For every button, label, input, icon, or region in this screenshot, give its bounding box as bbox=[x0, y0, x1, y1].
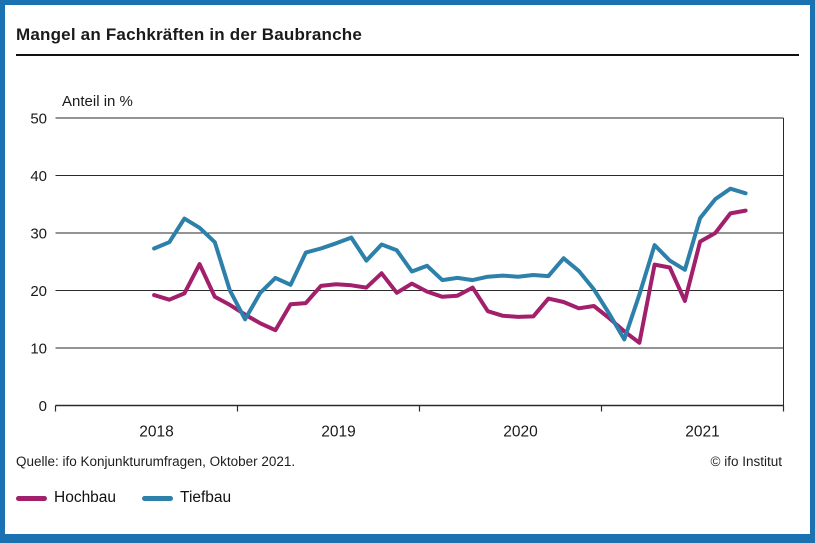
line-chart: Anteil in % 0 10 20 30 40 50 2018 2019 2020 2021 bbox=[30, 93, 785, 441]
y-axis-title: Anteil in % bbox=[62, 93, 133, 110]
legend-item-hochbau: Hochbau bbox=[16, 489, 116, 507]
y-tick-label: 50 bbox=[30, 111, 47, 128]
legend: Hochbau Tiefbau bbox=[16, 489, 231, 507]
footer-row: Quelle: ifo Konjunkturumfragen, Oktober … bbox=[16, 454, 782, 469]
x-tick-label: 2018 bbox=[139, 424, 173, 441]
x-tick-label: 2020 bbox=[503, 424, 538, 441]
x-tick-label: 2021 bbox=[685, 424, 719, 441]
y-tick-label: 40 bbox=[30, 168, 47, 185]
legend-swatch-tiefbau bbox=[142, 495, 174, 501]
y-tick-label: 10 bbox=[30, 341, 47, 358]
chart-title: Mangel an Fachkräften in der Baubranche bbox=[16, 25, 799, 56]
legend-label-hochbau: Hochbau bbox=[54, 489, 117, 506]
y-tick-label: 30 bbox=[30, 226, 47, 243]
y-tick-label: 20 bbox=[30, 283, 47, 300]
y-tick-label: 0 bbox=[39, 398, 47, 415]
copyright-note: © ifo Institut bbox=[710, 454, 782, 469]
source-note: Quelle: ifo Konjunkturumfragen, Oktober … bbox=[16, 454, 296, 469]
legend-swatch-hochbau bbox=[16, 495, 47, 501]
legend-label-tiefbau: Tiefbau bbox=[180, 489, 232, 506]
series-line-tiefbau bbox=[152, 186, 748, 342]
x-tick-label: 2019 bbox=[321, 424, 355, 441]
series-line-hochbau bbox=[152, 208, 748, 345]
legend-item-tiefbau: Tiefbau bbox=[142, 489, 231, 507]
